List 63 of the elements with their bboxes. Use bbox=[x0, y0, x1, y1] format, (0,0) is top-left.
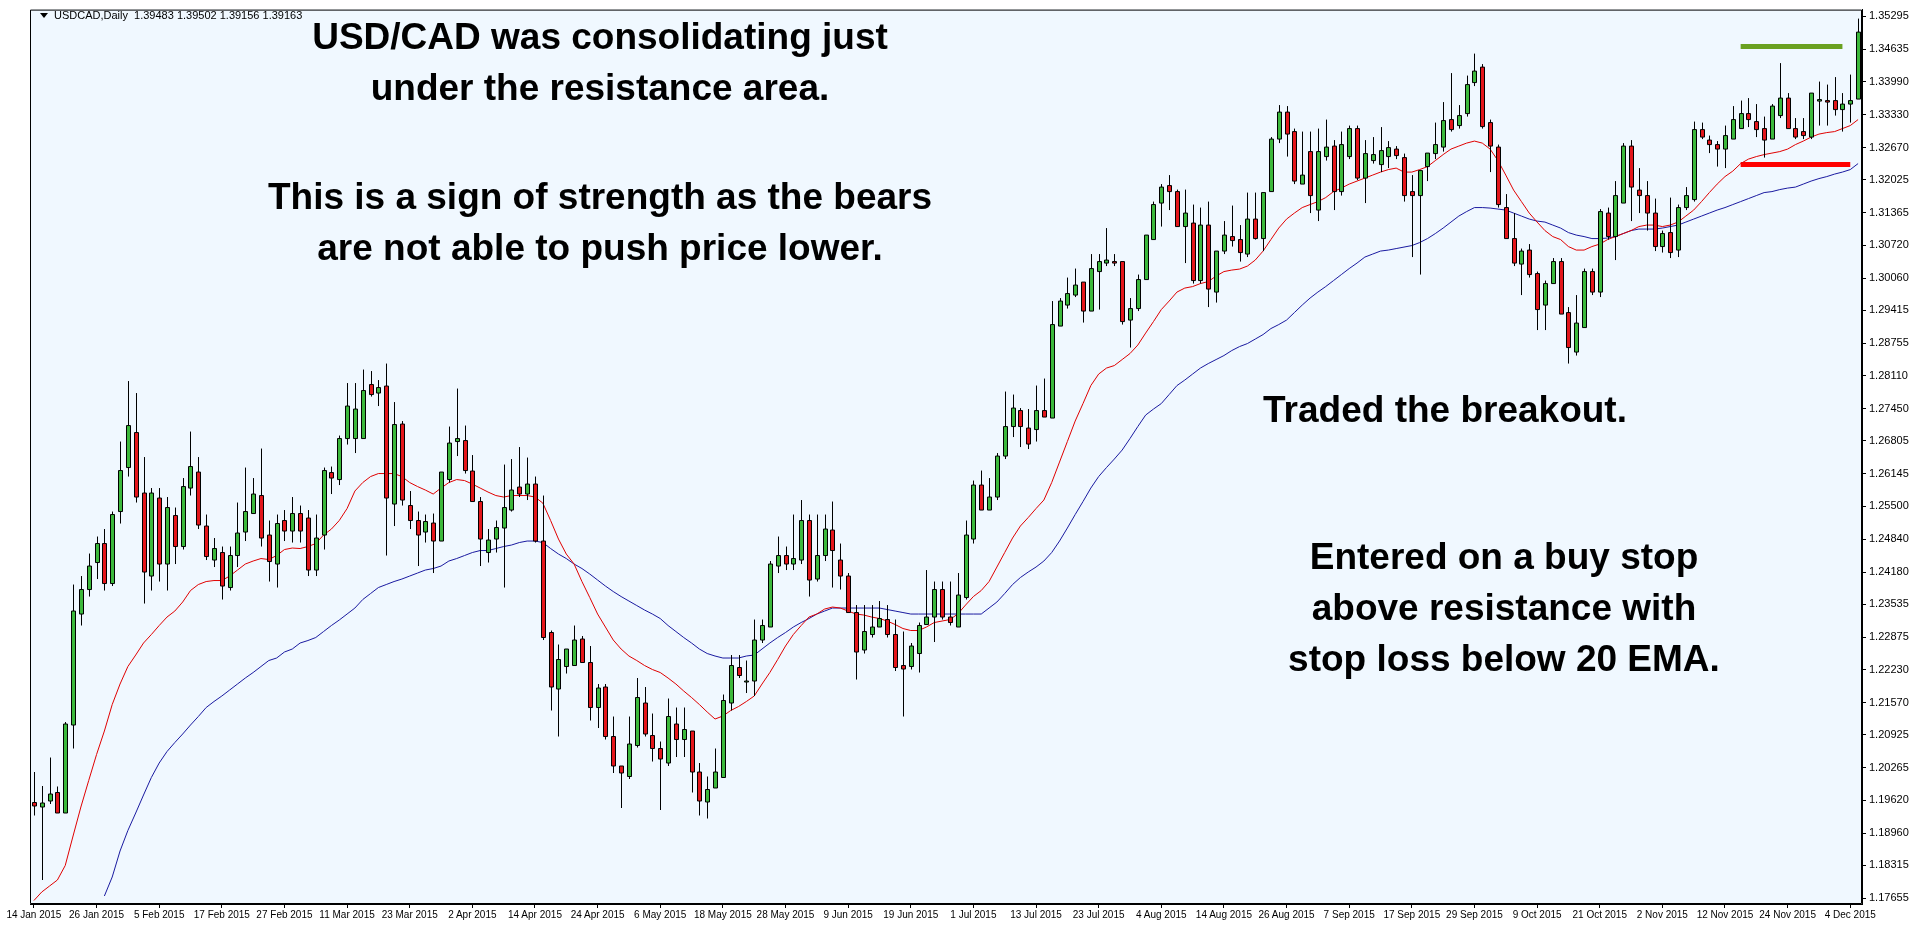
y-tick-label: 1.35295 bbox=[1869, 9, 1909, 22]
x-tick-label: 12 Nov 2015 bbox=[1696, 908, 1754, 920]
annotation: USD/CAD was consolidating just under the resistance area. bbox=[312, 15, 888, 110]
y-tick-label: 1.21570 bbox=[1869, 695, 1909, 708]
y-tick-label: 1.23535 bbox=[1869, 597, 1909, 610]
y-tick-label: 1.26805 bbox=[1869, 433, 1909, 446]
y-tick-label: 1.34635 bbox=[1869, 42, 1909, 55]
x-tick-label: 2 Apr 2015 bbox=[448, 908, 497, 920]
annotation: Entered on a buy stop above resistance with stop loss below 20 EMA. bbox=[1288, 535, 1720, 681]
x-tick-label: 9 Oct 2015 bbox=[1512, 908, 1562, 920]
x-tick-label: 5 Feb 2015 bbox=[133, 908, 185, 920]
y-tick-label: 1.24840 bbox=[1869, 532, 1909, 545]
y-tick-label: 1.20265 bbox=[1869, 760, 1909, 773]
y-tick-label: 1.33990 bbox=[1869, 74, 1909, 87]
y-tick-label: 1.18315 bbox=[1869, 858, 1909, 871]
y-tick-label: 1.32025 bbox=[1869, 172, 1909, 185]
x-tick-label: 9 Jun 2015 bbox=[823, 908, 874, 920]
y-tick-label: 1.19620 bbox=[1869, 793, 1909, 806]
annotation: This is a sign of strength as the bears are not able to push price lower. bbox=[267, 175, 933, 270]
y-tick-label: 1.26145 bbox=[1869, 466, 1909, 479]
x-tick-label: 1 Jul 2015 bbox=[950, 908, 997, 920]
x-tick-label: 4 Aug 2015 bbox=[1135, 908, 1188, 920]
y-tick-label: 1.30720 bbox=[1869, 238, 1909, 251]
y-tick-label: 1.17655 bbox=[1869, 891, 1909, 904]
y-tick-label: 1.18960 bbox=[1869, 826, 1909, 839]
x-tick-label: 6 May 2015 bbox=[634, 908, 687, 920]
x-tick-label: 28 May 2015 bbox=[756, 908, 815, 920]
x-tick-label: 24 Apr 2015 bbox=[570, 908, 626, 920]
y-tick-label: 1.33330 bbox=[1869, 107, 1909, 120]
x-tick-label: 4 Dec 2015 bbox=[1824, 908, 1877, 920]
x-tick-label: 17 Feb 2015 bbox=[193, 908, 251, 920]
annotation: Traded the breakout. bbox=[1263, 388, 1627, 432]
y-tick-label: 1.27450 bbox=[1869, 401, 1909, 414]
x-tick-label: 24 Nov 2015 bbox=[1759, 908, 1817, 920]
y-tick-label: 1.31365 bbox=[1869, 205, 1909, 218]
x-tick-label: 2 Nov 2015 bbox=[1636, 908, 1689, 920]
x-tick-label: 23 Mar 2015 bbox=[381, 908, 439, 920]
y-tick-label: 1.20925 bbox=[1869, 727, 1909, 740]
x-tick-label: 21 Oct 2015 bbox=[1572, 908, 1628, 920]
x-tick-label: 29 Sep 2015 bbox=[1446, 908, 1504, 920]
x-tick-label: 14 Apr 2015 bbox=[508, 908, 563, 920]
x-tick-label: 14 Jan 2015 bbox=[6, 908, 62, 920]
x-tick-label: 23 Jul 2015 bbox=[1072, 908, 1125, 920]
y-tick-label: 1.24180 bbox=[1869, 565, 1909, 578]
y-tick-label: 1.28755 bbox=[1869, 336, 1909, 349]
x-tick-label: 19 Jun 2015 bbox=[883, 908, 939, 920]
y-tick-label: 1.28110 bbox=[1869, 368, 1908, 381]
x-tick-label: 7 Sep 2015 bbox=[1323, 908, 1376, 920]
y-tick-label: 1.22875 bbox=[1869, 630, 1909, 643]
x-tick-label: 17 Sep 2015 bbox=[1383, 908, 1441, 920]
y-tick-label: 1.29415 bbox=[1869, 303, 1909, 316]
y-tick-label: 1.30060 bbox=[1869, 271, 1909, 284]
chart-title: USDCAD,Daily 1.39483 1.39502 1.39156 1.39163 bbox=[54, 9, 303, 21]
y-tick-label: 1.25500 bbox=[1869, 499, 1909, 512]
x-tick-label: 11 Mar 2015 bbox=[319, 908, 376, 920]
y-tick-label: 1.22230 bbox=[1869, 662, 1909, 675]
y-tick-label: 1.32670 bbox=[1869, 140, 1909, 153]
x-tick-label: 14 Aug 2015 bbox=[1195, 908, 1253, 920]
x-tick-label: 13 Jul 2015 bbox=[1010, 908, 1063, 920]
x-tick-label: 27 Feb 2015 bbox=[256, 908, 313, 920]
x-tick-label: 26 Aug 2015 bbox=[1258, 908, 1316, 920]
x-tick-label: 26 Jan 2015 bbox=[69, 908, 125, 920]
x-tick-label: 18 May 2015 bbox=[693, 908, 753, 920]
